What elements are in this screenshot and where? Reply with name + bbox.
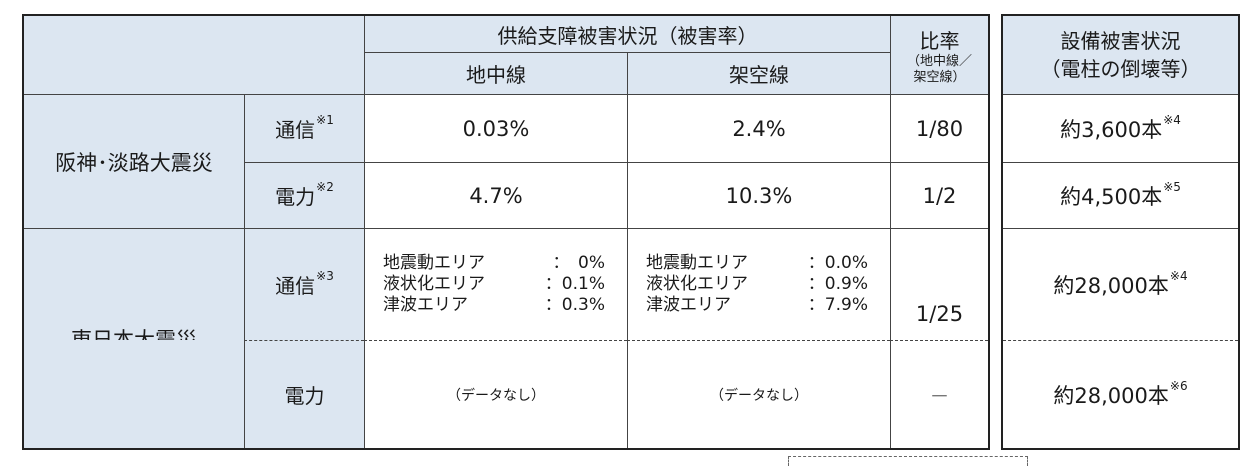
higashi-telecom-overhead: 地震動エリア ：0.0% 液状化エリア ：0.9% 津波エリア ：7.9%: [627, 228, 890, 340]
hanshin-telecom-overhead: 2.4%: [627, 94, 890, 162]
area-name: 液状化エリア: [646, 274, 748, 294]
note-marker: ※4: [1169, 268, 1188, 283]
note-marker: ※3: [316, 268, 334, 283]
area-row: 津波エリア ：7.9%: [646, 295, 868, 316]
area-value: ：7.9%: [807, 295, 868, 315]
higashi-power-equip: 約28,000本 ※6: [1003, 340, 1238, 448]
ratio-title: 比率: [919, 28, 960, 53]
area-name: 津波エリア: [646, 295, 731, 315]
area-value: ：0.9%: [807, 274, 868, 294]
area-row: 液状化エリア ：0.1%: [383, 274, 605, 295]
area-row: 津波エリア ：0.3%: [383, 295, 605, 316]
area-name: 地震動エリア: [383, 253, 485, 273]
ratio-header: 比率 （地中線／ 架空線）: [890, 16, 988, 94]
area-value: ：0.0%: [807, 253, 868, 273]
note-marker: ※5: [1163, 179, 1181, 194]
hanshin-power-ratio: 1/2: [890, 162, 988, 228]
area-value: ： 0%: [552, 253, 605, 273]
supply-title: 供給支障被害状況（被害率）: [364, 16, 890, 52]
equipment-damage-table: 設備被害状況 （電柱の倒壊等） 約3,600本 ※4 約4,500本 ※5 約28,…: [1001, 14, 1240, 450]
underground-header: 地中線: [364, 52, 627, 94]
note-marker: ※1: [316, 112, 334, 127]
overhead-header: 架空線: [627, 52, 890, 94]
higashi-telecom-underground: 地震動エリア ： 0% 液状化エリア ：0.1% 津波エリア ：0.3%: [364, 228, 627, 340]
higashi-power-ratio: －: [890, 340, 988, 448]
equip-subtitle: （電柱の倒壊等）: [1040, 57, 1201, 81]
note-marker: ※6: [1169, 378, 1188, 393]
area-name: 地震動エリア: [646, 253, 748, 273]
equip-value: 約28,000本: [1053, 383, 1169, 408]
equip-value: 約3,600本: [1060, 117, 1163, 142]
equip-header: 設備被害状況 （電柱の倒壊等）: [1003, 16, 1238, 94]
higashi-telecom-label: 通信 ※3: [244, 228, 364, 340]
hanshin-power-label: 電力 ※2: [244, 162, 364, 228]
telecom-label: 通信: [275, 118, 316, 142]
hanshin-telecom-equip: 約3,600本 ※4: [1003, 94, 1238, 162]
hanshin-power-equip: 約4,500本 ※5: [1003, 162, 1238, 228]
area-name: 液状化エリア: [383, 274, 485, 294]
footnote-box-edge: [788, 456, 1028, 466]
hanshin-telecom-ratio: 1/80: [890, 94, 988, 162]
ratio-note-2: 架空線）: [913, 69, 966, 85]
higashi-telecom-ratio: 1/25: [890, 228, 988, 340]
hanshin-power-overhead: 10.3%: [627, 162, 890, 228]
area-row: 地震動エリア ： 0%: [383, 253, 605, 274]
note-marker: ※4: [1163, 112, 1181, 127]
higashi-power-underground: （データなし）: [364, 340, 627, 448]
corner-header: [24, 16, 364, 94]
area-row: 地震動エリア ：0.0%: [646, 253, 868, 274]
hanshin-telecom-underground: 0.03%: [364, 94, 627, 162]
equip-value: 約28,000本: [1053, 273, 1169, 298]
hanshin-label: 阪神･淡路大震災: [24, 94, 244, 228]
note-marker: ※2: [316, 179, 334, 194]
area-row: 液状化エリア ：0.9%: [646, 274, 868, 295]
higashi-power-label: 電力: [244, 340, 364, 448]
telecom-label: 通信: [275, 274, 316, 298]
hanshin-telecom-label: 通信 ※1: [244, 94, 364, 162]
area-value: ：0.3%: [544, 295, 605, 315]
area-name: 津波エリア: [383, 295, 468, 315]
equip-value: 約4,500本: [1060, 184, 1163, 209]
area-value: ：0.1%: [544, 274, 605, 294]
higashi-telecom-equip: 約28,000本 ※4: [1003, 228, 1238, 340]
higashi-power-spacer: [24, 340, 244, 448]
hanshin-power-underground: 4.7%: [364, 162, 627, 228]
supply-damage-table: 供給支障被害状況（被害率） 地中線 架空線 比率 （地中線／ 架空線） 阪神･淡…: [22, 14, 990, 450]
equip-title: 設備被害状況: [1060, 29, 1181, 53]
higashi-power-overhead: （データなし）: [627, 340, 890, 448]
power-label: 電力: [275, 185, 316, 209]
ratio-note-1: （地中線／: [906, 53, 972, 69]
